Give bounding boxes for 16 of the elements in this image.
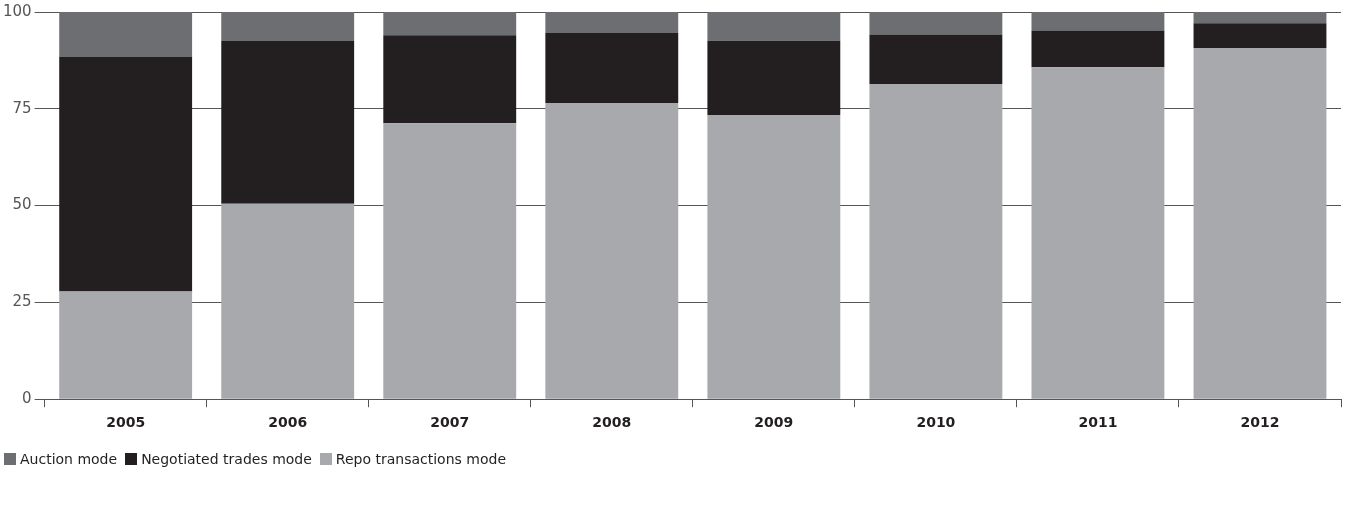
y-tick-label: 75 <box>12 98 32 117</box>
y-tick-label: 50 <box>12 195 32 214</box>
x-tick-label: 2007 <box>430 414 470 431</box>
x-tick-label: 2008 <box>592 414 632 431</box>
x-tick-label: 2012 <box>1240 414 1280 431</box>
legend-label: Negotiated trades mode <box>140 451 312 467</box>
y-tick-label: 25 <box>12 292 32 311</box>
y-tick-label: 100 <box>2 1 32 20</box>
x-tick-label: 2011 <box>1078 414 1118 431</box>
x-tick-label: 2010 <box>916 414 956 431</box>
y-tick-label: 0 <box>22 389 32 408</box>
legend-label: Repo transactions mode <box>334 451 506 467</box>
x-tick-label: 2009 <box>754 414 794 431</box>
legend-label: Auction mode <box>19 451 118 467</box>
x-tick-label: 2005 <box>106 414 146 431</box>
x-tick-label: 2006 <box>268 414 308 431</box>
